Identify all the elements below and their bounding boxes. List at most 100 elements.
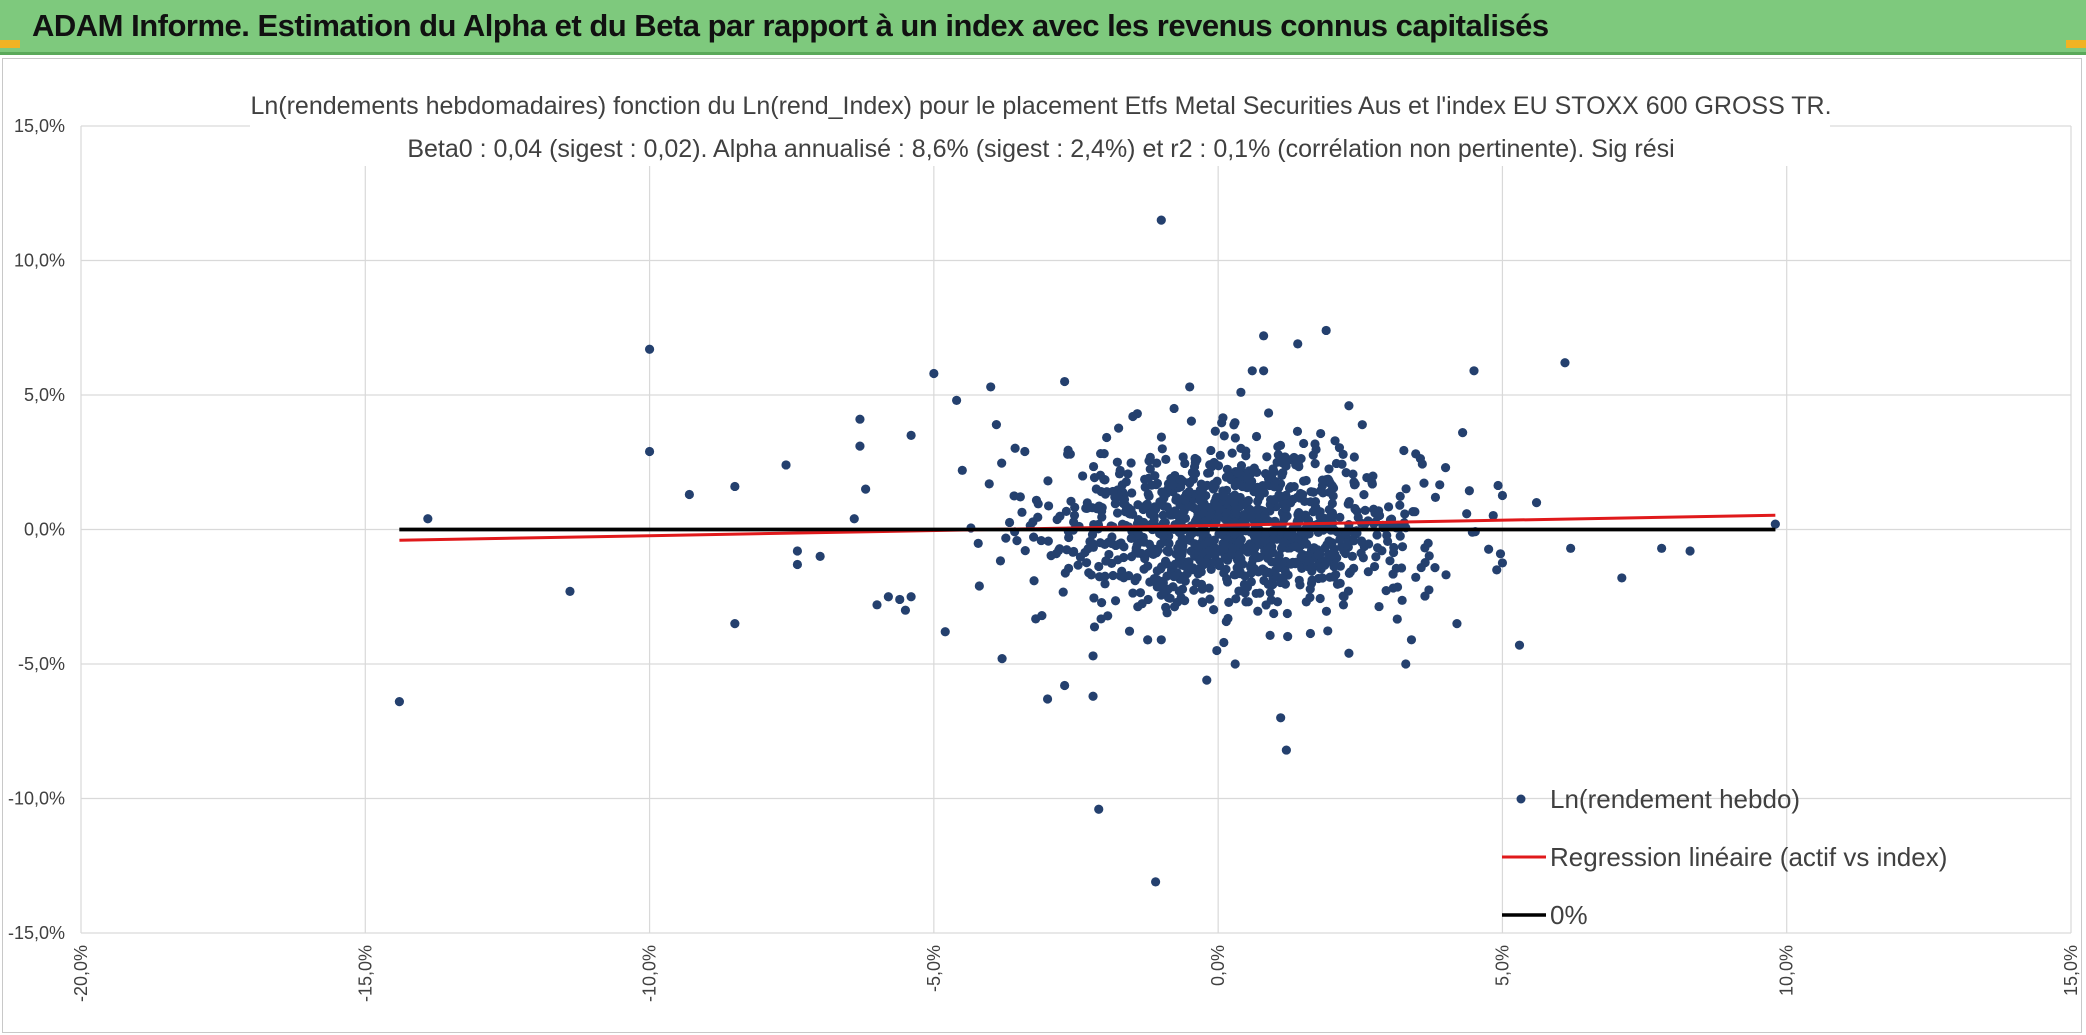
y-tick-label: -15,0% [8, 923, 65, 943]
scatter-point [1424, 585, 1434, 595]
scatter-point [1399, 445, 1409, 456]
scatter-point [929, 368, 939, 379]
scatter-point [1177, 584, 1188, 594]
scatter-point [1400, 509, 1410, 519]
scatter-point [1240, 571, 1250, 581]
scatter-point [1161, 454, 1171, 464]
scatter-point [1157, 444, 1167, 454]
scatter-point [1305, 584, 1315, 594]
scatter-point [1265, 588, 1275, 598]
scatter-point [1162, 559, 1172, 569]
scatter-point [1406, 635, 1417, 645]
scatter-point [1330, 436, 1340, 446]
scatter-point [1307, 561, 1317, 571]
scatter-point [1452, 619, 1462, 629]
scatter-point [1087, 529, 1098, 540]
scatter-point [1560, 358, 1570, 368]
scatter-point [1332, 579, 1343, 589]
scatter-point [730, 619, 740, 629]
scatter-point [1144, 456, 1154, 466]
scatter-point [1392, 614, 1402, 624]
scatter-point [1069, 510, 1080, 520]
scatter-point [1269, 495, 1279, 505]
scatter-point [1367, 477, 1377, 488]
scatter-point [1294, 575, 1304, 585]
scatter-point [1260, 510, 1270, 521]
scatter-point [1102, 432, 1112, 443]
scatter-point [1350, 479, 1360, 489]
scatter-point [1112, 457, 1122, 467]
scatter-point [1143, 635, 1153, 645]
scatter-point [1089, 473, 1100, 483]
scatter-point [1170, 559, 1180, 569]
scatter-point [1012, 535, 1022, 546]
scatter-point [1231, 594, 1241, 604]
scatter-point [1397, 595, 1407, 605]
scatter-point [1469, 366, 1479, 376]
scatter-point [1224, 471, 1234, 481]
scatter-point [394, 697, 404, 707]
scatter-point [1092, 504, 1102, 514]
scatter-point [1372, 530, 1382, 540]
scatter-point [1246, 511, 1256, 522]
scatter-point [1272, 597, 1283, 607]
scatter-point [1420, 543, 1430, 553]
scatter-point [1251, 588, 1261, 599]
scatter-point [1430, 563, 1440, 573]
scatter-point [1262, 452, 1272, 462]
scatter-point [1130, 576, 1140, 586]
scatter-point [1124, 570, 1134, 581]
scatter-point [1440, 463, 1451, 473]
scatter-point [1251, 431, 1262, 442]
scatter-point [1242, 582, 1253, 592]
scatter-point [1340, 548, 1351, 559]
scatter-point [1324, 505, 1334, 515]
scatter-point [1163, 545, 1174, 556]
scatter-point [1268, 534, 1278, 545]
scatter-point [1033, 499, 1043, 509]
scatter-point [1373, 506, 1384, 516]
scatter-point [1424, 551, 1434, 561]
scatter-point [1395, 531, 1405, 541]
scatter-point [1235, 492, 1245, 503]
chart-title-line-2: Beta0 : 0,04 (sigest : 0,02). Alpha annu… [407, 135, 1674, 163]
scatter-point [1223, 613, 1233, 624]
scatter-point [1020, 446, 1030, 457]
scatter-point [1058, 587, 1068, 597]
scatter-point [1036, 535, 1046, 546]
scatter-point [1178, 452, 1188, 462]
scatter-point [1168, 480, 1178, 490]
scatter-point [1219, 568, 1229, 578]
scatter-point [1119, 494, 1130, 505]
scatter-point [1180, 495, 1190, 505]
scatter-point [1236, 461, 1247, 471]
scatter-point [1198, 598, 1208, 608]
scatter-point [1197, 501, 1207, 511]
scatter-point [1341, 468, 1351, 478]
scatter-point [1219, 491, 1229, 502]
scatter-point [1209, 457, 1219, 468]
scatter-point [1335, 512, 1345, 522]
scatter-point [1113, 555, 1123, 565]
scatter-point [1341, 529, 1351, 539]
banner-title: ADAM Informe. Estimation du Alpha et du … [32, 8, 1549, 43]
scatter-point [1338, 600, 1349, 610]
scatter-point [1309, 543, 1319, 553]
scatter-point [1305, 628, 1316, 639]
scatter-point [1205, 511, 1215, 521]
scatter-point [423, 514, 433, 524]
scatter-point [1100, 539, 1110, 549]
scatter-point [1381, 586, 1391, 596]
scatter-point [1301, 475, 1311, 486]
scatter-point [1143, 594, 1153, 605]
scatter-point [1315, 593, 1325, 604]
scatter-point [1210, 426, 1220, 436]
corner-accent-left [0, 40, 20, 48]
scatter-point [1156, 539, 1166, 549]
scatter-point [1217, 418, 1227, 428]
scatter-point [991, 419, 1002, 430]
scatter-point [1310, 439, 1320, 449]
scatter-point [1138, 537, 1148, 547]
scatter-point [1388, 547, 1399, 558]
